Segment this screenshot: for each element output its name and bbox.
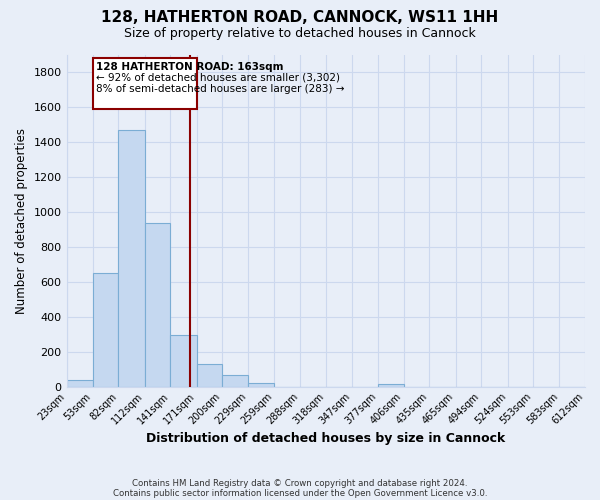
Bar <box>197 364 223 386</box>
Text: Contains public sector information licensed under the Open Government Licence v3: Contains public sector information licen… <box>113 488 487 498</box>
Text: Contains HM Land Registry data © Crown copyright and database right 2024.: Contains HM Land Registry data © Crown c… <box>132 478 468 488</box>
Bar <box>248 383 274 386</box>
Bar <box>67 380 93 386</box>
Y-axis label: Number of detached properties: Number of detached properties <box>15 128 28 314</box>
Text: 8% of semi-detached houses are larger (283) →: 8% of semi-detached houses are larger (2… <box>95 84 344 94</box>
FancyBboxPatch shape <box>93 58 197 109</box>
Bar <box>223 376 248 386</box>
Text: 128, HATHERTON ROAD, CANNOCK, WS11 1HH: 128, HATHERTON ROAD, CANNOCK, WS11 1HH <box>101 10 499 25</box>
X-axis label: Distribution of detached houses by size in Cannock: Distribution of detached houses by size … <box>146 432 505 445</box>
Bar <box>118 130 145 386</box>
Text: ← 92% of detached houses are smaller (3,302): ← 92% of detached houses are smaller (3,… <box>95 72 340 83</box>
Bar <box>93 273 118 386</box>
Bar <box>170 335 197 386</box>
Text: Size of property relative to detached houses in Cannock: Size of property relative to detached ho… <box>124 28 476 40</box>
Bar <box>145 222 170 386</box>
Text: 128 HATHERTON ROAD: 163sqm: 128 HATHERTON ROAD: 163sqm <box>95 62 283 72</box>
Bar <box>378 384 404 386</box>
